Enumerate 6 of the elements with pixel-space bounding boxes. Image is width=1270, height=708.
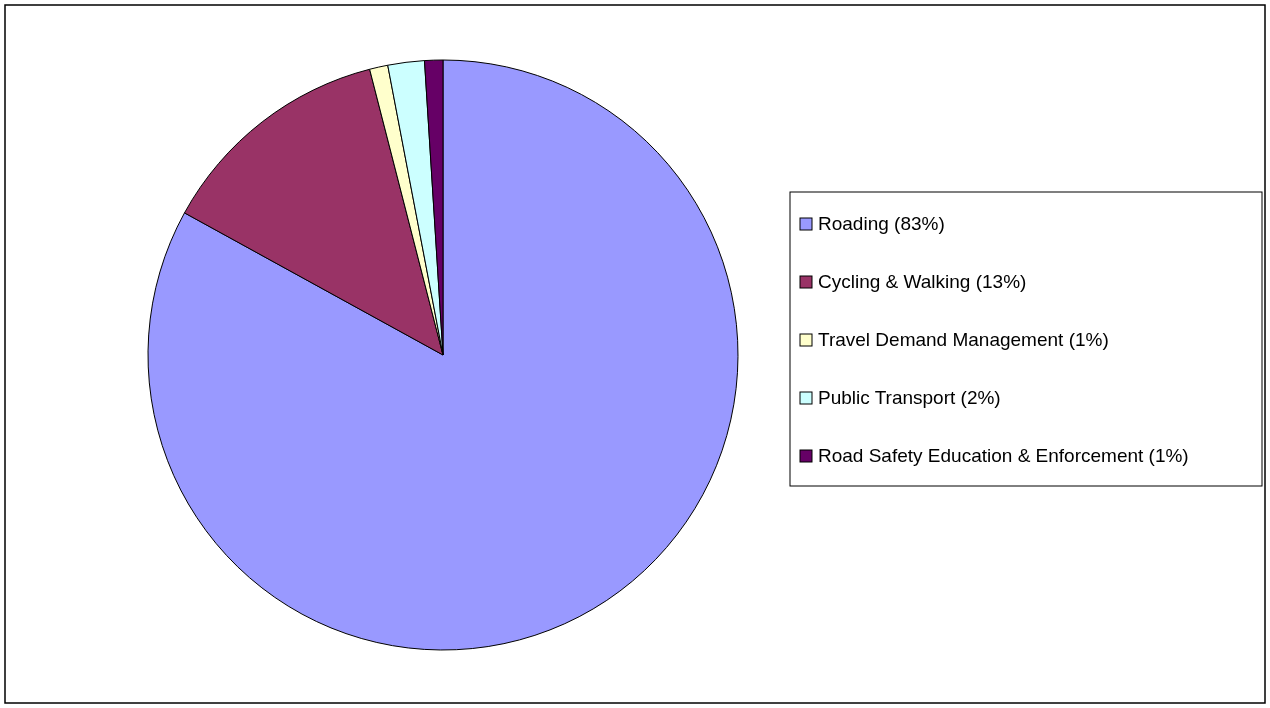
legend-label: Public Transport (2%) xyxy=(818,387,1001,408)
legend-label: Road Safety Education & Enforcement (1%) xyxy=(818,445,1189,466)
legend-label: Roading (83%) xyxy=(818,213,945,234)
legend-label: Travel Demand Management (1%) xyxy=(818,329,1109,350)
legend-label: Cycling & Walking (13%) xyxy=(818,271,1027,292)
pie-slice xyxy=(147,59,739,651)
